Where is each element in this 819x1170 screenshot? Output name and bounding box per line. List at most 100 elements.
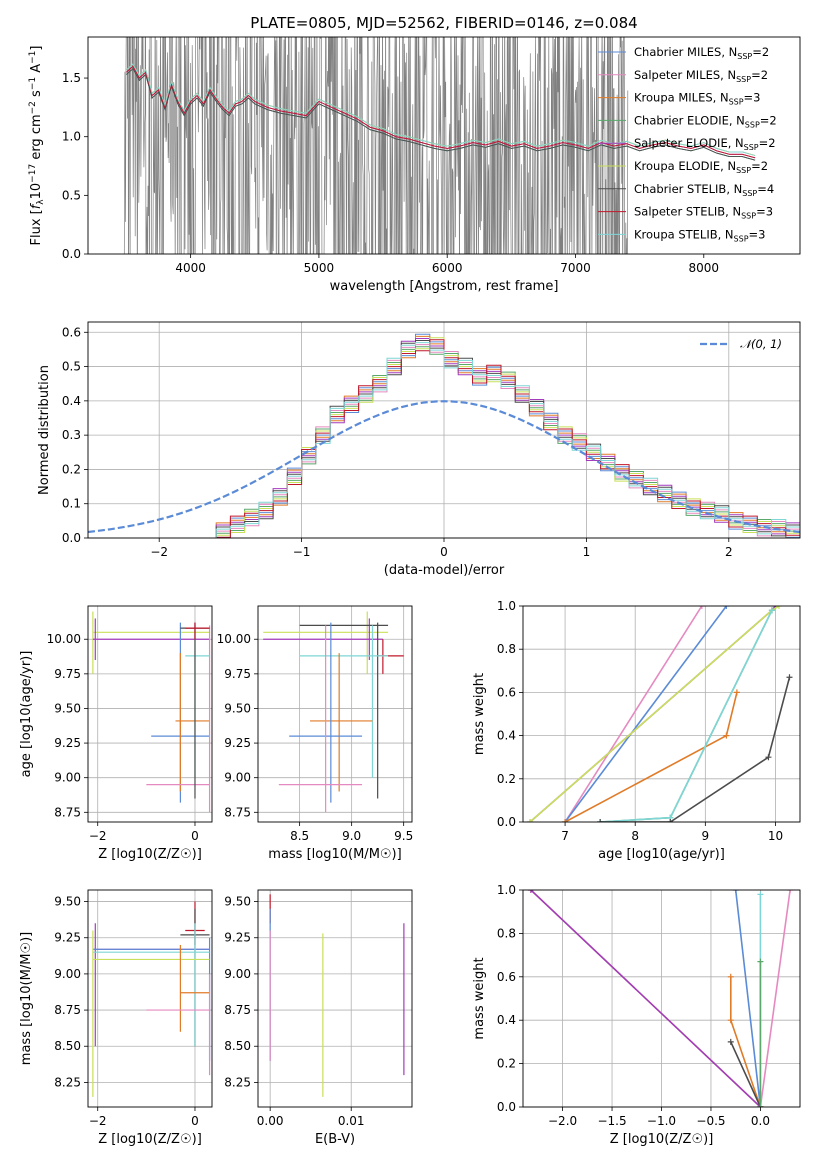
legend-n-prefix: , N bbox=[726, 182, 742, 196]
legend-model: Salpeter MILES bbox=[634, 68, 720, 82]
y-axis-label-part: Flux [ bbox=[29, 209, 44, 245]
legend-n-prefix: , N bbox=[718, 227, 734, 241]
data-point bbox=[377, 639, 404, 674]
y-tick-label: 0.6 bbox=[497, 685, 516, 699]
histogram-step bbox=[215, 337, 800, 538]
grid bbox=[258, 606, 412, 822]
y-tick-label: 8.75 bbox=[224, 805, 251, 819]
weight-marker bbox=[667, 819, 674, 822]
mass-z-data bbox=[92, 901, 211, 1097]
legend-model: Kroupa MILES bbox=[634, 91, 713, 105]
weight-marker bbox=[765, 754, 772, 761]
y-tick-label: 9.25 bbox=[224, 931, 251, 945]
x-tick-label: 8.5 bbox=[290, 829, 309, 843]
mass-weight-vs-age-panel: 7 8 9 10 0.0 0.2 0.4 0.6 0.8 1.0 age [log10(age/yr… bbox=[472, 599, 801, 862]
y-tick-label: 0.3 bbox=[62, 428, 81, 442]
y-axis-label-part: erg cm bbox=[29, 114, 44, 163]
y-tick-label: 8.25 bbox=[54, 1075, 81, 1089]
data-point bbox=[299, 625, 389, 778]
data-point bbox=[92, 611, 210, 674]
x-axis-label: Z [log10(Z/Z☉)] bbox=[610, 1132, 714, 1147]
data-point bbox=[299, 622, 389, 799]
mass-vs-ebv-panel: 0.00 0.01 8.25 8.50 8.75 9.00 9.25 9.50 E(B-V) bbox=[224, 889, 413, 1147]
y-tick-label: 0.2 bbox=[497, 772, 516, 786]
y-axis-label-part: ] bbox=[29, 46, 44, 51]
weight-marker bbox=[733, 689, 740, 696]
legend-model: Chabrier ELODIE bbox=[634, 113, 729, 127]
grid bbox=[258, 890, 412, 1107]
mass-vs-metallicity-panel: −2 0 8.25 8.50 8.75 9.00 9.25 9.50 Z [log10(Z/Z☉… bbox=[19, 889, 213, 1147]
legend-n-sub: SSP bbox=[729, 98, 744, 107]
normal-curve bbox=[88, 400, 800, 534]
mass-weight-vs-metallicity-panel: −2.0 −1.5 −1.0 −0.5 0.0 0.0 0.2 0.4 0.6 0.8 1.0 Z [… bbox=[472, 883, 801, 1147]
x-tick-label: 4000 bbox=[175, 261, 206, 275]
y-axis-label-part: −1 bbox=[28, 77, 38, 90]
y-tick-label: 8.75 bbox=[54, 1003, 81, 1017]
y-axis-label-part: −17 bbox=[28, 164, 38, 183]
y-tick-label: 1.0 bbox=[62, 130, 81, 144]
y-axis-label: mass weight bbox=[472, 957, 487, 1039]
weight-marker bbox=[775, 606, 782, 609]
legend-n-sub: SSP bbox=[744, 143, 759, 152]
data-point bbox=[92, 930, 210, 1097]
age-vs-metallicity-panel: −2 0 8.75 9.00 9.25 9.50 9.75 10.00 Z [log10(Z/Z… bbox=[19, 605, 213, 862]
legend-n-prefix: , N bbox=[720, 159, 736, 173]
y-tick-label: 0.2 bbox=[62, 462, 81, 476]
x-tick-label: 9 bbox=[702, 829, 710, 843]
y-tick-label: 0.0 bbox=[62, 531, 81, 545]
x-tick-label: −1.0 bbox=[647, 1114, 676, 1128]
y-tick-label: 9.75 bbox=[54, 667, 81, 681]
legend-n-value: =2 bbox=[760, 113, 777, 127]
weight-marker bbox=[723, 732, 730, 739]
legend-label: Salpeter ELODIE, NSSP=2 bbox=[634, 136, 776, 152]
x-tick-label: 7000 bbox=[560, 261, 591, 275]
y-tick-label: 9.00 bbox=[224, 967, 251, 981]
legend-label: Salpeter STELIB, NSSP=3 bbox=[634, 205, 773, 221]
y-tick-label: 9.25 bbox=[54, 736, 81, 750]
age-mass-data bbox=[263, 611, 404, 813]
legend-n-value: =2 bbox=[759, 136, 776, 150]
grid bbox=[88, 890, 212, 1107]
weight-age-data bbox=[527, 606, 793, 822]
data-point bbox=[179, 944, 210, 1032]
y-tick-label: 0.2 bbox=[497, 1057, 516, 1071]
histogram-step bbox=[215, 346, 800, 538]
y-tick-label: 10.00 bbox=[217, 632, 251, 646]
y-tick-label: 0.5 bbox=[62, 188, 81, 202]
axes-frame bbox=[522, 605, 801, 823]
histogram-step bbox=[216, 333, 800, 538]
legend-label: Chabrier STELIB, NSSP=4 bbox=[634, 182, 774, 198]
x-tick-label: 0 bbox=[191, 829, 199, 843]
y-tick-label: 9.50 bbox=[224, 701, 251, 715]
weight-marker bbox=[527, 890, 534, 893]
legend-n-sub: SSP bbox=[742, 189, 757, 198]
y-tick-label: 9.25 bbox=[54, 931, 81, 945]
weight-z-data bbox=[527, 890, 794, 1107]
legend-model: Kroupa ELODIE bbox=[634, 159, 720, 173]
legend-n-value: =3 bbox=[749, 227, 766, 241]
x-tick-label: 0.01 bbox=[338, 1114, 365, 1128]
y-tick-label: 0.1 bbox=[62, 497, 81, 511]
y-tick-label: 9.00 bbox=[54, 771, 81, 785]
legend-n-sub: SSP bbox=[734, 234, 749, 243]
weight-marker bbox=[757, 958, 764, 965]
legend-n-prefix: , N bbox=[720, 68, 736, 82]
x-tick-label: −1.5 bbox=[597, 1114, 626, 1128]
y-tick-label: 1.5 bbox=[62, 71, 81, 85]
x-tick-label: −2.0 bbox=[548, 1114, 577, 1128]
weight-line bbox=[564, 692, 738, 822]
x-tick-label: −0.5 bbox=[696, 1114, 725, 1128]
y-tick-label: 0.5 bbox=[62, 360, 81, 374]
weight-line bbox=[530, 890, 761, 1107]
data-point bbox=[92, 937, 211, 1061]
histogram-step bbox=[215, 339, 800, 538]
y-axis-label: age [log10(age/yr)] bbox=[19, 651, 34, 778]
y-tick-label: 0.4 bbox=[497, 729, 516, 743]
x-tick-label: 6000 bbox=[432, 261, 463, 275]
legend-n-value: =3 bbox=[756, 205, 773, 219]
x-tick-label: −2 bbox=[89, 1114, 107, 1128]
weight-marker bbox=[562, 819, 569, 822]
legend-n-prefix: , N bbox=[725, 205, 741, 219]
spectrum-model-line bbox=[126, 63, 756, 156]
legend-n-prefix: , N bbox=[728, 136, 744, 150]
